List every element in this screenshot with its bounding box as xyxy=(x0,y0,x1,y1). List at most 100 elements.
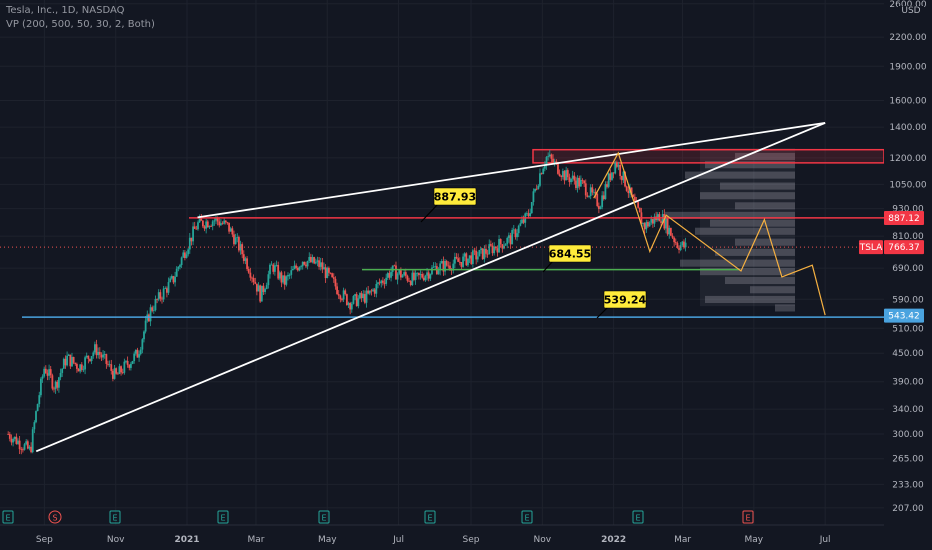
candle-body xyxy=(525,213,528,215)
candle-body xyxy=(98,351,101,355)
candle-body xyxy=(440,261,443,264)
candle-body xyxy=(40,378,42,396)
candle xyxy=(179,263,181,270)
candle-body xyxy=(53,388,55,390)
x-tick-label: May xyxy=(318,535,337,545)
candle xyxy=(391,265,394,277)
candle-body xyxy=(609,173,612,180)
candle-body xyxy=(399,270,402,278)
candle xyxy=(611,172,613,181)
candle xyxy=(224,220,227,225)
candle xyxy=(67,353,70,356)
candle-body xyxy=(486,253,489,255)
candle xyxy=(213,217,216,226)
candle-body xyxy=(522,219,525,223)
candle xyxy=(683,239,685,250)
candle-body xyxy=(161,298,163,300)
candle-body xyxy=(357,298,360,307)
marker-outline xyxy=(109,510,121,524)
candle xyxy=(350,301,353,313)
candle-body xyxy=(246,258,248,269)
price-tag: 543.42 xyxy=(884,308,924,323)
candle-body xyxy=(94,344,96,353)
candle xyxy=(285,275,288,287)
candle xyxy=(48,364,50,381)
candle-body xyxy=(293,265,296,269)
candle-body xyxy=(66,355,68,366)
candle xyxy=(620,175,623,185)
candle-body xyxy=(213,220,216,222)
candle xyxy=(164,286,167,290)
candle-body xyxy=(80,364,83,370)
candle-body xyxy=(254,281,257,284)
candle-body xyxy=(259,285,262,302)
candle-body xyxy=(164,288,167,290)
candle-body xyxy=(51,375,54,389)
candle xyxy=(489,240,492,247)
candle xyxy=(89,358,91,362)
candle xyxy=(545,155,548,170)
volume-profile-bar xyxy=(705,161,795,169)
y-tick-label: 233.00 xyxy=(892,480,924,490)
candle xyxy=(130,361,132,371)
candle-body xyxy=(481,248,484,260)
x-tick-label: Sep xyxy=(463,535,480,545)
candle-body xyxy=(678,247,680,250)
candle-body xyxy=(33,422,36,430)
candle xyxy=(38,391,41,408)
candle xyxy=(103,350,106,359)
candle-body xyxy=(579,179,582,187)
candle xyxy=(149,304,152,327)
y-tick-label: 2600.00 xyxy=(889,0,926,10)
candle xyxy=(573,172,576,185)
candle xyxy=(254,277,257,285)
candle xyxy=(134,349,137,356)
price-tag: 766.37 TSLA xyxy=(859,240,924,255)
candle xyxy=(278,270,281,281)
candle-body xyxy=(398,270,401,274)
candle xyxy=(615,160,618,169)
candle-body xyxy=(404,272,407,276)
candle-body xyxy=(619,164,622,176)
candle-body xyxy=(143,331,145,340)
symbol-title[interactable]: Tesla, Inc., 1D, NASDAQ xyxy=(6,5,125,16)
indicator-label[interactable]: VP (200, 500, 50, 30, 2, Both) xyxy=(6,19,155,30)
candle xyxy=(684,237,687,252)
candle-body xyxy=(198,217,201,223)
candle xyxy=(165,286,168,298)
candle-body xyxy=(651,219,654,224)
candle-body xyxy=(498,239,500,253)
marker-letter: E xyxy=(524,514,529,523)
candle xyxy=(565,166,568,181)
candle xyxy=(246,256,248,271)
candle-body xyxy=(44,368,47,374)
candle-body xyxy=(512,229,515,231)
volume-profile-bar xyxy=(705,295,795,304)
candle xyxy=(185,251,188,259)
candle-body xyxy=(547,156,550,157)
x-tick-label: 2022 xyxy=(601,535,626,545)
candle xyxy=(344,288,347,296)
candle-body xyxy=(8,434,11,439)
candle-body xyxy=(326,267,329,279)
candle-body xyxy=(602,195,605,200)
candle xyxy=(493,242,496,256)
candle xyxy=(133,351,136,364)
candle-body xyxy=(676,243,679,248)
candle xyxy=(373,287,376,297)
candle-body xyxy=(123,361,126,373)
marker-letter: S xyxy=(52,514,57,523)
candle-body xyxy=(643,223,646,230)
candle xyxy=(242,250,245,264)
candle-body xyxy=(553,161,556,163)
candle xyxy=(272,263,275,275)
candle xyxy=(674,238,677,246)
candle xyxy=(283,271,286,290)
candle xyxy=(193,221,196,229)
candle xyxy=(540,172,543,175)
candle xyxy=(442,256,445,276)
candle xyxy=(395,261,397,280)
candle xyxy=(601,191,604,210)
candle xyxy=(439,260,442,276)
